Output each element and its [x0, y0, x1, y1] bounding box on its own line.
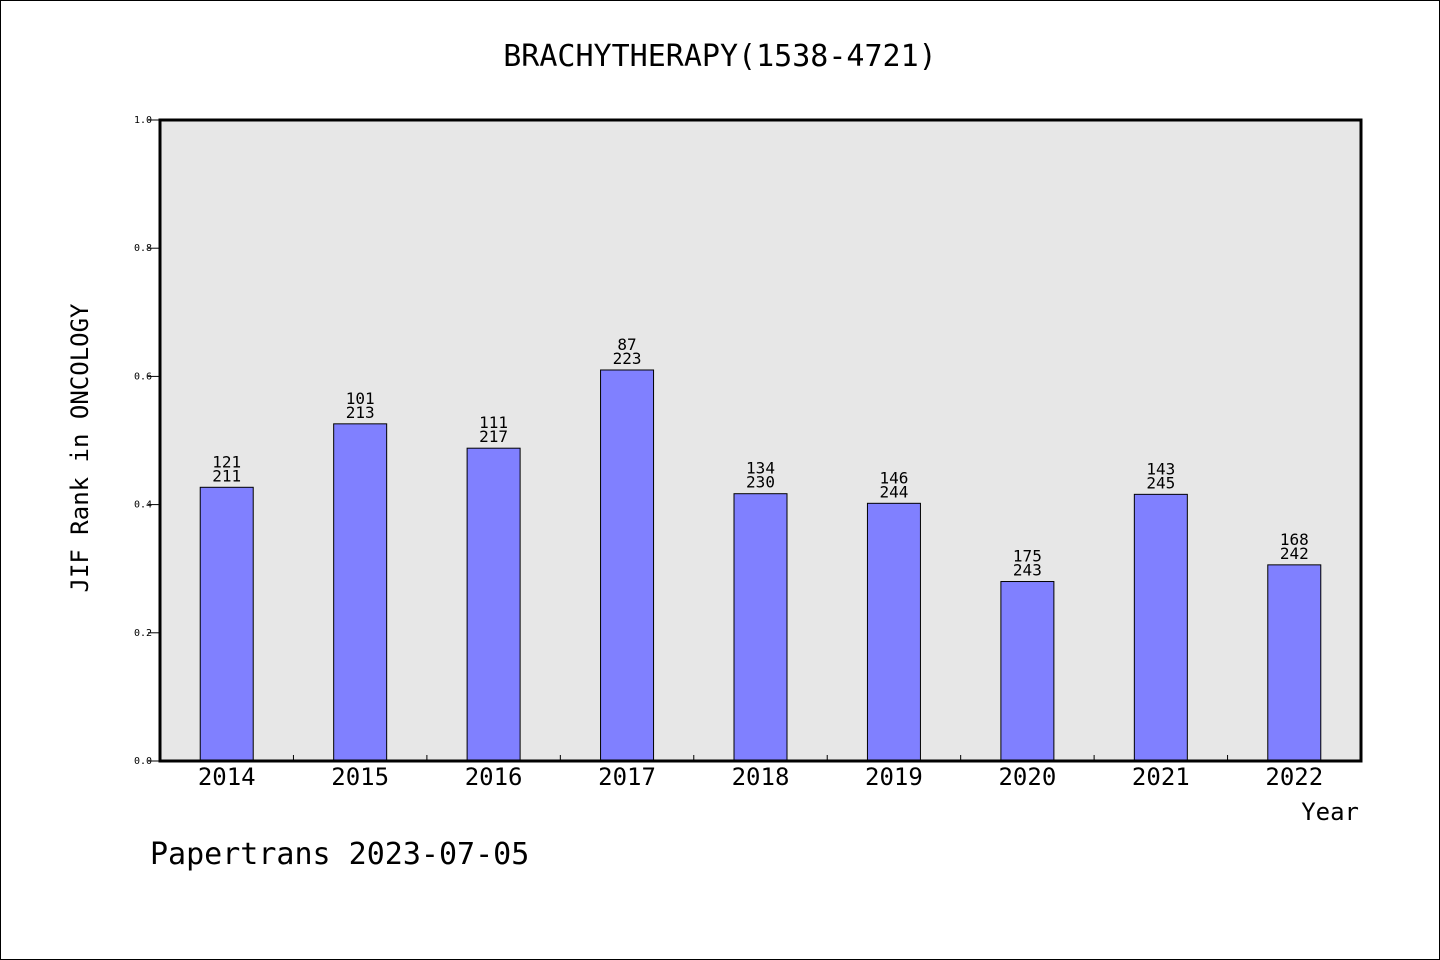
- bar-total-label-2014: 211: [212, 466, 241, 485]
- bar-rank-label-2014: 121: [212, 452, 241, 471]
- bar-2014: [199, 486, 254, 762]
- chart-title: BRACHYTHERAPY(1538-4721): [503, 39, 936, 74]
- bar-2015: [333, 423, 388, 762]
- x-tick-label-2014: 2014: [198, 763, 256, 791]
- bar-rank-label-2019: 146: [879, 468, 908, 487]
- x-tick-label-2020: 2020: [998, 763, 1056, 791]
- bar-rank-label-2015: 101: [346, 389, 375, 408]
- ticks-group: 2014 2015 2016 2017 2018 2019 2020 2021 2022 0.0 0…: [134, 115, 1323, 791]
- bar-rank-label-2020: 175: [1013, 547, 1042, 566]
- y-tick-label-0.4: 0.4: [134, 500, 152, 511]
- x-tick-label-2017: 2017: [598, 763, 656, 791]
- plot-border: [158, 118, 1363, 763]
- x-tick-label-2018: 2018: [732, 763, 790, 791]
- y-tick-label-0.2: 0.2: [134, 628, 152, 639]
- bar-2021: [1133, 493, 1188, 762]
- bar-total-label-2021: 245: [1146, 473, 1175, 492]
- bar-rank-label-2018: 134: [746, 459, 775, 478]
- x-tick-label-2019: 2019: [865, 763, 923, 791]
- y-tick-label-0.8: 0.8: [134, 243, 152, 254]
- bar-total-label-2019: 244: [879, 482, 908, 501]
- x-tick-label-2021: 2021: [1132, 763, 1190, 791]
- y-axis-label: JIF Rank in ONCOLOGY: [66, 303, 94, 593]
- bar-2016: [466, 447, 521, 762]
- bar-2017: [600, 369, 655, 762]
- bar-rank-label-2022: 168: [1280, 530, 1309, 549]
- bar-rank-label-2016: 111: [479, 413, 508, 432]
- bar-2022: [1267, 564, 1322, 762]
- x-tick-label-2016: 2016: [465, 763, 523, 791]
- x-axis-label: Year: [1301, 798, 1359, 826]
- bar-2018: [733, 493, 788, 762]
- bar-2020: [1000, 581, 1055, 762]
- y-tick-label-0.6: 0.6: [134, 371, 152, 382]
- bar-rank-label-2017: 87: [617, 335, 636, 354]
- x-tick-label-2022: 2022: [1265, 763, 1323, 791]
- bar-total-label-2015: 213: [346, 403, 375, 422]
- bar-total-label-2020: 243: [1013, 561, 1042, 580]
- y-tick-label-1.0: 1.0: [134, 115, 152, 126]
- bar-rank-label-2021: 143: [1146, 459, 1175, 478]
- bar-2019: [866, 502, 921, 762]
- y-tick-label-0.0: 0.0: [134, 756, 152, 767]
- footer-credit: Papertrans 2023-07-05: [150, 837, 529, 872]
- x-tick-label-2015: 2015: [331, 763, 389, 791]
- bar-total-label-2017: 223: [613, 349, 642, 368]
- bar-total-label-2016: 217: [479, 427, 508, 446]
- bar-total-label-2018: 230: [746, 473, 775, 492]
- bar-total-label-2022: 242: [1280, 544, 1309, 563]
